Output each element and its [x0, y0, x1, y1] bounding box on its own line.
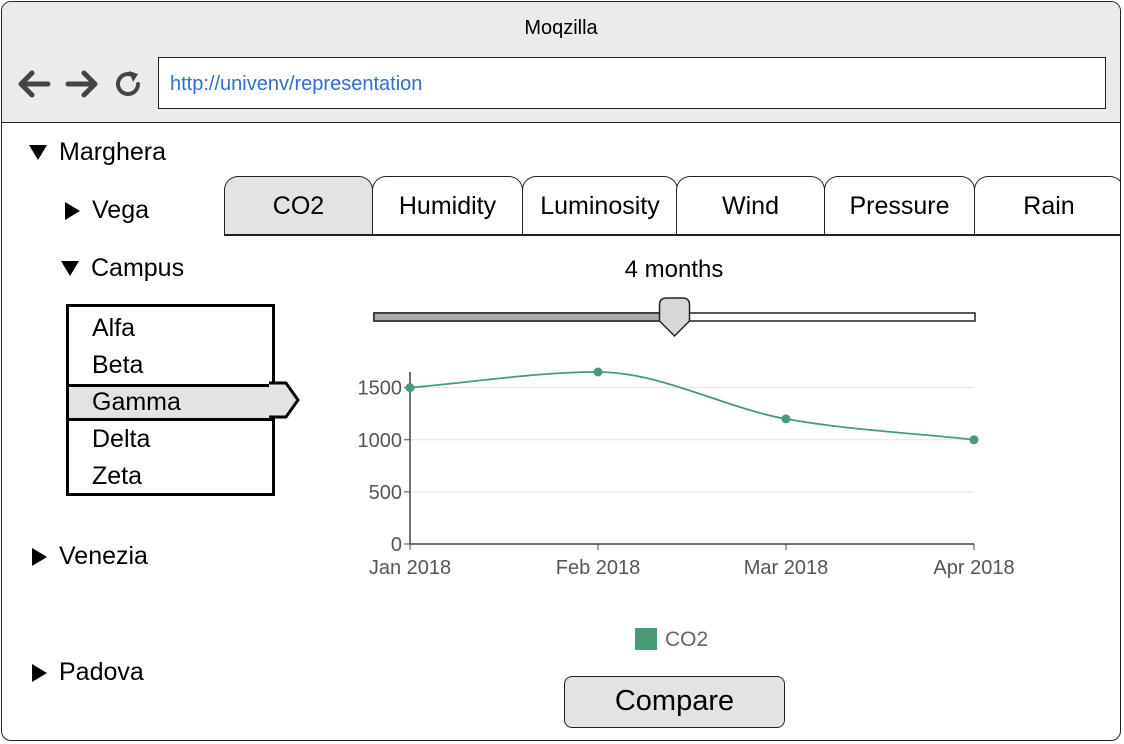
x-tick-label: Jan 2018: [369, 557, 451, 579]
tab-luminosity[interactable]: Luminosity: [522, 176, 678, 236]
sensor-tabs: CO2 Humidity Luminosity Wind Pressure Ra…: [224, 176, 1120, 236]
tree-node-label: Vega: [92, 196, 150, 224]
expanded-triangle-icon: [61, 261, 79, 276]
y-tick-label: 0: [391, 534, 402, 556]
list-item-alfa[interactable]: Alfa: [92, 314, 136, 342]
y-tick-label: 1000: [358, 430, 403, 452]
y-tick-label: 1500: [358, 378, 403, 400]
tree-node-campus[interactable]: Campus: [61, 254, 184, 283]
legend-swatch: [635, 628, 657, 650]
x-tick-label: Feb 2018: [556, 557, 641, 579]
tree-node-padova[interactable]: Padova: [29, 658, 144, 687]
tree-node-venezia[interactable]: Venezia: [29, 542, 148, 571]
data-point: [593, 367, 603, 377]
compare-button[interactable]: Compare: [564, 676, 785, 728]
title-bar: Moqzilla http://univenv/representation: [2, 2, 1120, 123]
data-point: [969, 435, 979, 445]
tab-wind[interactable]: Wind: [676, 176, 825, 236]
list-item-beta[interactable]: Beta: [92, 351, 144, 379]
tree-node-label: Campus: [91, 254, 185, 282]
x-tick-label: Mar 2018: [744, 557, 829, 579]
slider-thumb[interactable]: [658, 297, 691, 338]
tree-node-marghera[interactable]: Marghera: [29, 138, 166, 167]
list-item-delta[interactable]: Delta: [92, 425, 151, 453]
tree-node-label: Venezia: [59, 542, 148, 570]
reload-icon[interactable]: [112, 68, 144, 100]
list-item-gamma[interactable]: Gamma: [69, 384, 272, 421]
window-title: Moqzilla: [524, 17, 598, 39]
collapsed-triangle-icon: [32, 547, 47, 566]
campus-building-list: Alfa Beta Gamma Delta Zeta: [66, 304, 275, 496]
tree-node-vega[interactable]: Vega: [62, 196, 149, 225]
collapsed-triangle-icon: [65, 201, 80, 220]
address-bar[interactable]: http://univenv/representation: [158, 57, 1106, 109]
collapsed-triangle-icon: [32, 663, 47, 682]
expanded-triangle-icon: [29, 145, 47, 160]
tab-co2[interactable]: CO2: [224, 176, 373, 236]
tree-node-label: Marghera: [59, 138, 166, 166]
list-item-zeta[interactable]: Zeta: [92, 462, 143, 490]
tab-underline: [224, 234, 1120, 236]
tree-node-label: Padova: [59, 658, 144, 686]
tab-humidity[interactable]: Humidity: [372, 176, 523, 236]
data-point: [781, 414, 791, 424]
co2-line-chart: 0 500 1000 1500 Jan 2018 Feb 2018 Mar 2018 Apr …: [358, 367, 1015, 651]
selection-pointer-icon: [269, 381, 300, 419]
time-range-label: 4 months: [624, 256, 724, 283]
time-range-slider[interactable]: [372, 296, 978, 340]
tab-rain[interactable]: Rain: [974, 176, 1120, 236]
x-tick-label: Apr 2018: [933, 557, 1014, 579]
series-line: [409, 371, 975, 441]
data-point: [405, 383, 415, 393]
forward-arrow-icon[interactable]: [64, 66, 100, 102]
slider-fill: [373, 312, 676, 322]
y-tick-label: 500: [369, 482, 402, 504]
legend-label: CO2: [665, 628, 708, 651]
tab-pressure[interactable]: Pressure: [824, 176, 975, 236]
back-arrow-icon[interactable]: [16, 66, 52, 102]
